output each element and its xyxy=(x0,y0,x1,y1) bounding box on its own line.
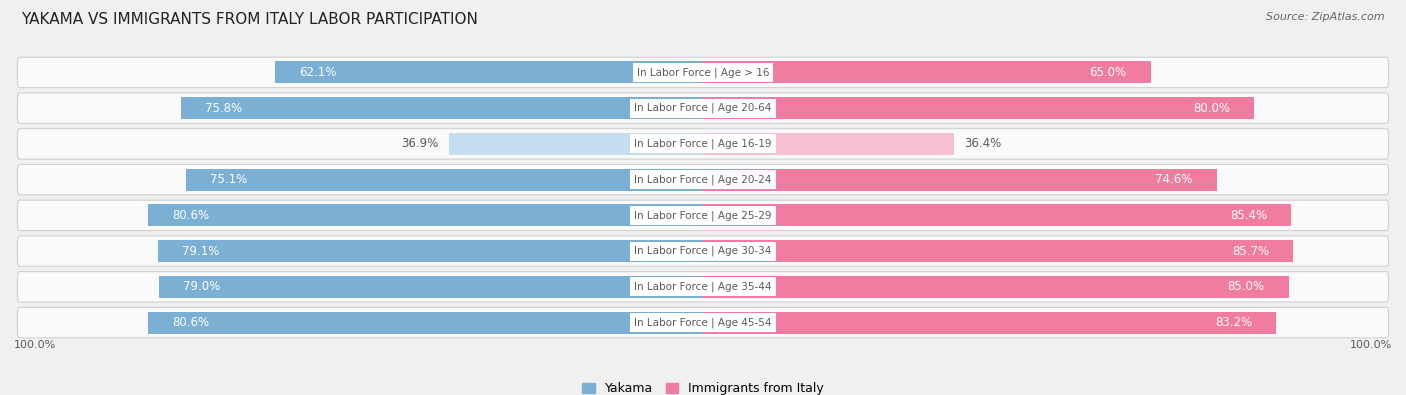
Text: 83.2%: 83.2% xyxy=(1215,316,1253,329)
Text: In Labor Force | Age 30-34: In Labor Force | Age 30-34 xyxy=(634,246,772,256)
Text: 85.7%: 85.7% xyxy=(1232,245,1270,258)
Bar xyxy=(703,240,1294,262)
FancyBboxPatch shape xyxy=(17,57,1389,88)
FancyBboxPatch shape xyxy=(17,200,1389,231)
Text: Source: ZipAtlas.com: Source: ZipAtlas.com xyxy=(1267,12,1385,22)
FancyBboxPatch shape xyxy=(17,236,1389,266)
Text: 100.0%: 100.0% xyxy=(1350,340,1392,350)
Text: In Labor Force | Age 25-29: In Labor Force | Age 25-29 xyxy=(634,210,772,221)
Text: In Labor Force | Age 16-19: In Labor Force | Age 16-19 xyxy=(634,139,772,149)
Bar xyxy=(703,61,1152,83)
Bar xyxy=(157,240,703,262)
Text: 62.1%: 62.1% xyxy=(299,66,336,79)
Text: 80.6%: 80.6% xyxy=(172,209,209,222)
Bar xyxy=(186,169,703,191)
Bar xyxy=(703,97,1254,119)
Text: 85.0%: 85.0% xyxy=(1227,280,1264,293)
Text: In Labor Force | Age 20-64: In Labor Force | Age 20-64 xyxy=(634,103,772,113)
Bar xyxy=(148,312,703,334)
Bar xyxy=(159,276,703,298)
Text: 74.6%: 74.6% xyxy=(1156,173,1192,186)
Bar xyxy=(703,276,1289,298)
Text: In Labor Force | Age > 16: In Labor Force | Age > 16 xyxy=(637,67,769,78)
Bar xyxy=(703,169,1218,191)
Text: 100.0%: 100.0% xyxy=(14,340,56,350)
Text: In Labor Force | Age 35-44: In Labor Force | Age 35-44 xyxy=(634,282,772,292)
FancyBboxPatch shape xyxy=(17,93,1389,123)
FancyBboxPatch shape xyxy=(17,272,1389,302)
Text: 85.4%: 85.4% xyxy=(1230,209,1267,222)
Text: 80.0%: 80.0% xyxy=(1194,102,1230,115)
FancyBboxPatch shape xyxy=(17,307,1389,338)
Bar xyxy=(703,312,1277,334)
FancyBboxPatch shape xyxy=(17,129,1389,159)
Bar xyxy=(449,133,703,155)
Text: 79.1%: 79.1% xyxy=(183,245,219,258)
Text: 75.1%: 75.1% xyxy=(209,173,247,186)
Bar xyxy=(703,133,953,155)
Text: YAKAMA VS IMMIGRANTS FROM ITALY LABOR PARTICIPATION: YAKAMA VS IMMIGRANTS FROM ITALY LABOR PA… xyxy=(21,12,478,27)
Text: In Labor Force | Age 45-54: In Labor Force | Age 45-54 xyxy=(634,317,772,328)
Text: 79.0%: 79.0% xyxy=(183,280,221,293)
Bar xyxy=(276,61,703,83)
Legend: Yakama, Immigrants from Italy: Yakama, Immigrants from Italy xyxy=(582,382,824,395)
FancyBboxPatch shape xyxy=(17,164,1389,195)
Bar xyxy=(181,97,703,119)
Bar xyxy=(148,204,703,226)
Text: 36.9%: 36.9% xyxy=(401,137,439,150)
Bar xyxy=(703,204,1291,226)
Text: 65.0%: 65.0% xyxy=(1090,66,1126,79)
Text: 36.4%: 36.4% xyxy=(965,137,1001,150)
Text: 80.6%: 80.6% xyxy=(172,316,209,329)
Text: 75.8%: 75.8% xyxy=(205,102,242,115)
Text: In Labor Force | Age 20-24: In Labor Force | Age 20-24 xyxy=(634,174,772,185)
